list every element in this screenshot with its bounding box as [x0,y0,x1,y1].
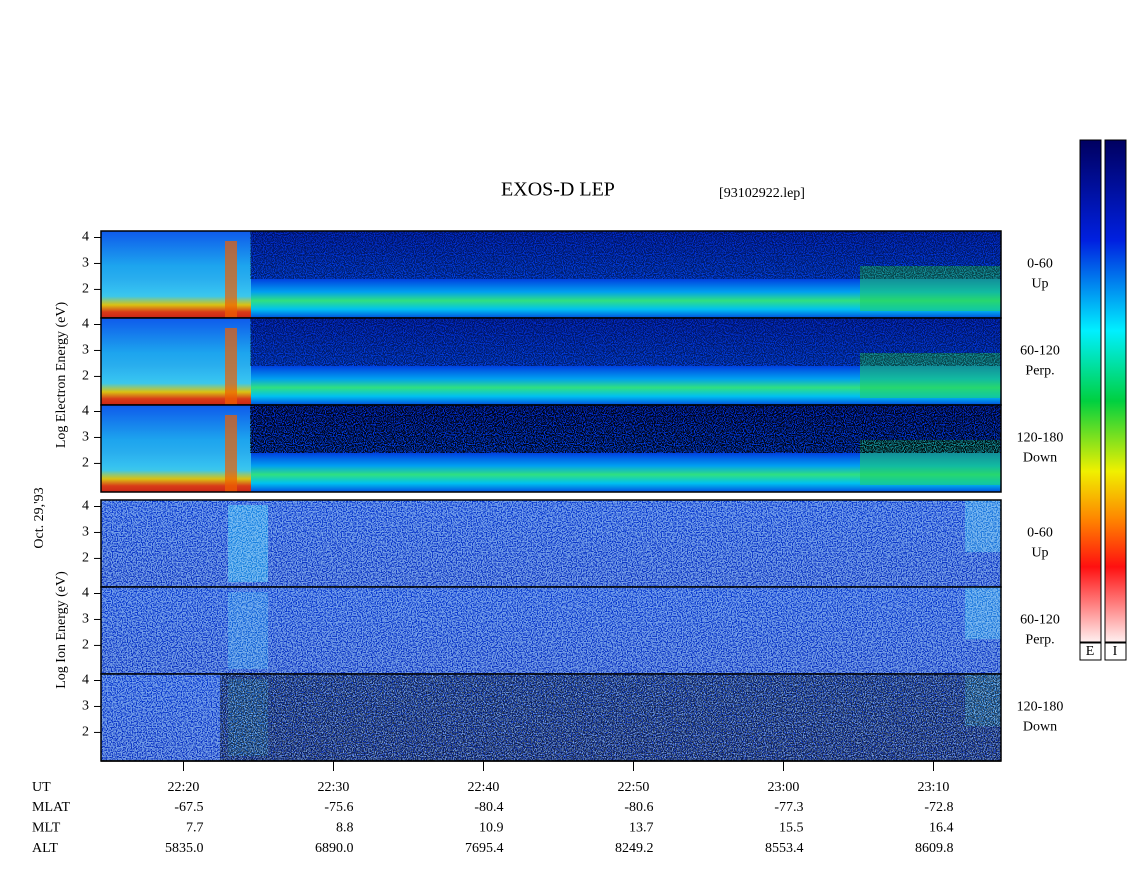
y-tick-label: 3 [82,612,89,627]
y-tick-label: 3 [82,699,89,714]
x-tick-label: 22:50 [618,780,650,795]
row-value: 5835.0 [165,841,204,856]
row-value: 15.5 [779,821,804,836]
row-value: 8249.2 [615,841,654,856]
spectrogram-noise [220,674,1001,761]
spectrogram-feature [225,328,237,405]
colorbar-label: I [1113,644,1118,659]
date-label: Oct. 29,'93 [32,487,47,548]
y-tick-label: 4 [82,586,89,601]
row-value: 8.8 [336,821,354,836]
y-axis-label: Log Ion Energy (eV) [54,571,69,689]
y-tick-label: 4 [82,499,89,514]
y-tick-label: 3 [82,343,89,358]
y-tick-label: 2 [82,551,89,566]
chart-title: EXOS-D LEP [501,179,615,201]
row-value: 10.9 [479,821,504,836]
panel-label: 0-60 [1027,257,1053,272]
y-tick-label: 4 [82,230,89,245]
panel-frame [100,404,1002,493]
row-value: 7695.4 [465,841,504,856]
y-tick-label: 2 [82,282,89,297]
y-tick-label: 4 [82,673,89,688]
y-tick-label: 2 [82,456,89,471]
y-tick-label: 4 [82,317,89,332]
row-label: MLAT [32,800,71,815]
spectrogram-noise [101,587,1001,674]
panel-label: 60-120 [1020,344,1060,359]
row-label: ALT [32,841,58,856]
colorbar-label-box [1079,642,1102,661]
row-value: 8609.8 [915,841,954,856]
colorbar [1104,139,1127,643]
spectrogram-noise [250,318,1001,366]
row-label: MLT [32,821,61,836]
panel-label: 120-180 [1017,431,1064,446]
row-value: -75.6 [324,800,353,815]
x-tick-label: 23:00 [768,780,800,795]
row-value: 6890.0 [315,841,354,856]
panel-label: 120-180 [1017,700,1064,715]
spectrogram-noise [250,231,1001,279]
y-tick-label: 4 [82,404,89,419]
y-tick-label: 3 [82,256,89,271]
chart-subtitle: [93102922.lep] [719,186,805,201]
panel-label: Down [1023,720,1057,735]
row-value: 7.7 [186,821,204,836]
row-value: -80.6 [624,800,653,815]
row-value: 8553.4 [765,841,804,856]
row-label: UT [32,780,51,795]
y-tick-label: 2 [82,369,89,384]
y-axis-label: Log Electron Energy (eV) [54,302,69,449]
spectrogram-noise [250,405,1001,453]
x-tick-label: 22:40 [468,780,500,795]
colorbar-label-box [1104,642,1127,661]
spectrogram-feature [225,241,237,318]
row-value: 13.7 [629,821,654,836]
row-value: -80.4 [474,800,503,815]
spectrogram-noise [101,500,1001,587]
x-tick-label: 22:20 [168,780,200,795]
panel-label: Up [1031,277,1048,292]
panel-label: 0-60 [1027,526,1053,541]
y-tick-label: 3 [82,525,89,540]
panel-label: Up [1031,546,1048,561]
colorbar [1079,139,1102,643]
y-tick-label: 2 [82,638,89,653]
panel-label: Perp. [1025,633,1054,648]
y-tick-label: 2 [82,725,89,740]
panel-label: Down [1023,451,1057,466]
row-value: -77.3 [774,800,803,815]
y-tick-label: 3 [82,430,89,445]
colorbar-label: E [1086,644,1095,659]
panel-label: Perp. [1025,364,1054,379]
row-value: -72.8 [924,800,953,815]
row-value: 16.4 [929,821,954,836]
spectrogram-feature [225,415,237,492]
x-tick-label: 23:10 [918,780,950,795]
x-tick-label: 22:30 [318,780,350,795]
row-value: -67.5 [174,800,203,815]
panel-label: 60-120 [1020,613,1060,628]
